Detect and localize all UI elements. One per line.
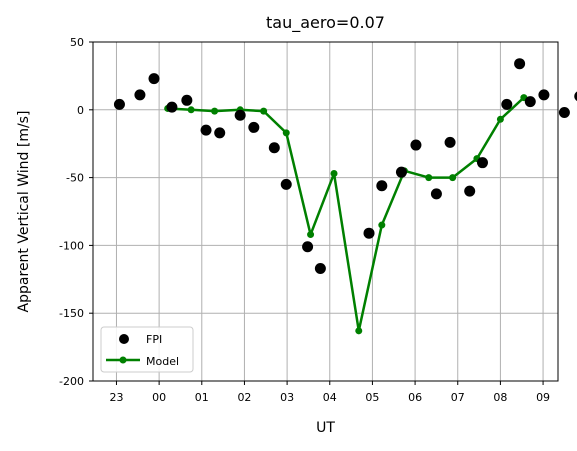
- plot-frame: [92, 41, 559, 382]
- model-point: [449, 174, 457, 182]
- y-tick-label: 50: [70, 36, 84, 49]
- x-tick-label: 07: [451, 391, 465, 404]
- fpi-point: [410, 139, 422, 151]
- fpi-point: [444, 136, 456, 148]
- model-point: [282, 129, 290, 137]
- x-tick-label: 03: [280, 391, 294, 404]
- y-axis-ticks: 50 0 -50 -100 -150 -200: [59, 36, 93, 388]
- model-point: [307, 231, 315, 239]
- x-tick-label: 09: [536, 391, 550, 404]
- fpi-point: [514, 58, 526, 70]
- fpi-point: [280, 178, 292, 190]
- y-tick-label: -100: [59, 239, 84, 252]
- fpi-point: [113, 98, 125, 110]
- legend-fpi-marker: [119, 334, 129, 344]
- legend-model-marker: [119, 356, 127, 364]
- x-tick-label: 23: [109, 391, 123, 404]
- x-tick-label: 06: [408, 391, 422, 404]
- y-tick-label: -50: [66, 172, 84, 185]
- fpi-point: [214, 127, 226, 139]
- model-point: [496, 115, 504, 123]
- legend: FPI Model: [100, 326, 194, 373]
- model-point: [260, 107, 268, 115]
- fpi-point: [395, 166, 407, 178]
- fpi-point: [302, 241, 314, 253]
- fpi-point: [181, 94, 193, 106]
- model-point: [330, 170, 338, 178]
- y-tick-label: -150: [59, 307, 84, 320]
- x-tick-label: 00: [152, 391, 166, 404]
- legend-model-label: Model: [146, 355, 179, 368]
- model-point: [187, 106, 195, 114]
- x-tick-label: 02: [237, 391, 251, 404]
- model-point: [355, 327, 363, 335]
- model-point: [211, 107, 219, 115]
- series-fpi: [113, 58, 577, 274]
- y-axis-label: Apparent Vertical Wind [m/s]: [16, 111, 32, 313]
- x-axis-label: UT: [316, 420, 335, 436]
- x-axis-ticks: 230001020304050607080910: [109, 381, 550, 404]
- fpi-point: [134, 89, 146, 101]
- y-tick-label: 0: [77, 104, 84, 117]
- fpi-point: [248, 121, 260, 133]
- model-line: [167, 96, 525, 333]
- x-tick-label: 01: [195, 391, 209, 404]
- x-tick-label: 08: [493, 391, 507, 404]
- fpi-point: [501, 98, 513, 110]
- y-tick-label: -200: [59, 375, 84, 388]
- x-tick-label: 05: [365, 391, 379, 404]
- fpi-point: [234, 109, 246, 121]
- fpi-point: [558, 107, 570, 119]
- x-tick-label: 04: [323, 391, 337, 404]
- fpi-point: [200, 124, 212, 136]
- model-point: [378, 221, 386, 229]
- chart-title: tau_aero=0.07: [266, 13, 385, 33]
- fpi-point: [148, 73, 160, 85]
- fpi-point: [363, 227, 375, 239]
- fpi-point: [376, 180, 388, 192]
- legend-fpi-label: FPI: [146, 333, 162, 346]
- fpi-point: [314, 262, 326, 274]
- fpi-point: [166, 101, 178, 113]
- fpi-point: [268, 142, 280, 154]
- model-point: [425, 174, 433, 182]
- fpi-point: [538, 89, 550, 101]
- fpi-point: [524, 96, 536, 108]
- fpi-point: [574, 91, 577, 101]
- fpi-point: [464, 185, 476, 197]
- fpi-point: [476, 157, 488, 169]
- fpi-point: [430, 188, 442, 200]
